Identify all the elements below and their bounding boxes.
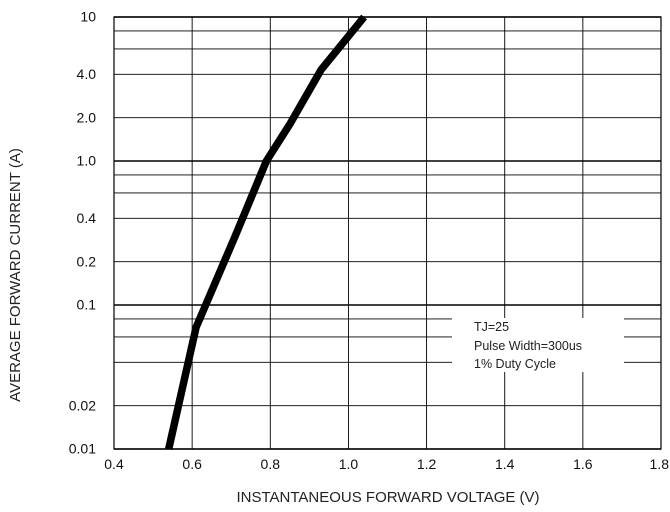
plot-area (114, 17, 661, 449)
annotation-line-tj: TJ=25 (474, 320, 509, 334)
annotation-box: TJ=25 Pulse Width=300us 1% Duty Cycle (452, 318, 624, 372)
y-tick-label: 0.1 (77, 297, 97, 313)
annotation-line-pulse-width: Pulse Width=300us (474, 339, 582, 353)
y-tick-label: 4.0 (77, 66, 97, 82)
x-tick-label: 1.8 (650, 456, 670, 472)
y-axis-title: AVERAGE FORWARD CURRENT (A) (7, 148, 24, 402)
annotation-line-duty-cycle: 1% Duty Cycle (474, 357, 556, 371)
x-tick-label: 1.6 (573, 456, 593, 472)
y-tick-label: 0.01 (69, 441, 96, 457)
y-tick-label: 1.0 (77, 153, 97, 169)
y-tick-label: 0.02 (69, 397, 96, 413)
x-tick-label: 1.0 (339, 456, 359, 472)
x-tick-label: 0.4 (104, 456, 124, 472)
x-tick-label: 1.4 (495, 456, 515, 472)
y-tick-label: 0.2 (77, 253, 97, 269)
grid (113, 16, 662, 450)
y-tick-label: 2.0 (77, 109, 97, 125)
x-tick-label: 1.2 (417, 456, 437, 472)
x-axis-title: INSTANTANEOUS FORWARD VOLTAGE (V) (236, 489, 539, 506)
y-tick-label: 10 (80, 9, 96, 25)
series-line (165, 14, 368, 450)
tick-labels: 0.01 0.02 0.1 0.2 0.4 1.0 2.0 4.0 10 0.4 0.6 0.8 1.0… (69, 9, 669, 472)
x-tick-label: 0.8 (261, 456, 281, 472)
series-layer (165, 14, 368, 450)
y-tick-label: 0.4 (77, 210, 97, 226)
plot-frame (113, 16, 662, 450)
x-tick-label: 0.6 (182, 456, 202, 472)
